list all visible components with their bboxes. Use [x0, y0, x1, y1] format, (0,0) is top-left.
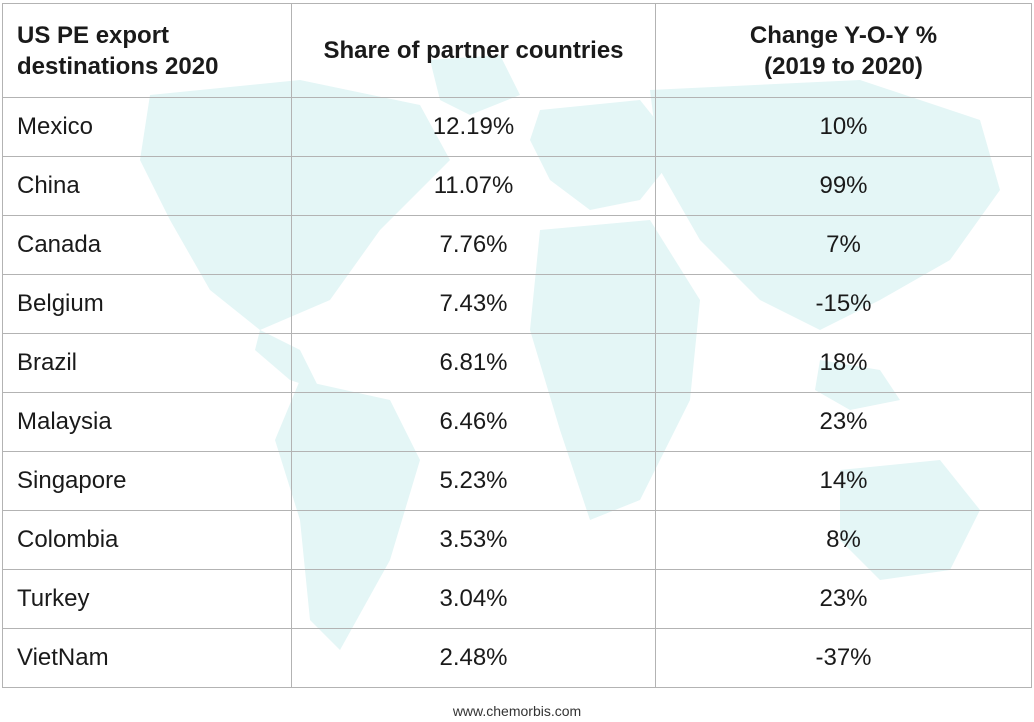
share-cell: 11.07%: [291, 156, 656, 216]
change-cell: -37%: [655, 628, 1032, 688]
table-header-row: US PE export destinations 2020 Share of …: [2, 3, 1032, 98]
column-header-share: Share of partner countries: [291, 3, 656, 98]
header-change-line-1: Change Y-O-Y %: [749, 21, 938, 49]
country-cell: Colombia: [2, 510, 292, 570]
table-row: Belgium 7.43% -15%: [2, 274, 1032, 334]
share-cell: 3.04%: [291, 569, 656, 629]
country-cell: Singapore: [2, 451, 292, 511]
column-header-destinations: US PE export destinations 2020: [2, 3, 292, 98]
country-cell: Mexico: [2, 97, 292, 157]
share-cell: 6.46%: [291, 392, 656, 452]
share-cell: 5.23%: [291, 451, 656, 511]
change-cell: 99%: [655, 156, 1032, 216]
header-destinations-line-2: destinations 2020: [17, 52, 219, 80]
table-row: Colombia 3.53% 8%: [2, 510, 1032, 570]
column-header-change: Change Y-O-Y % (2019 to 2020): [655, 3, 1032, 98]
table-row: Mexico 12.19% 10%: [2, 97, 1032, 157]
country-cell: China: [2, 156, 292, 216]
change-cell: 7%: [655, 215, 1032, 275]
country-cell: Canada: [2, 215, 292, 275]
table-row: Canada 7.76% 7%: [2, 215, 1032, 275]
country-cell: Brazil: [2, 333, 292, 393]
change-cell: 14%: [655, 451, 1032, 511]
change-cell: 18%: [655, 333, 1032, 393]
source-credit: www.chemorbis.com: [452, 703, 582, 719]
share-cell: 2.48%: [291, 628, 656, 688]
country-cell: Malaysia: [2, 392, 292, 452]
table-row: VietNam 2.48% -37%: [2, 628, 1032, 688]
share-cell: 3.53%: [291, 510, 656, 570]
table-row: Turkey 3.04% 23%: [2, 569, 1032, 629]
share-cell: 12.19%: [291, 97, 656, 157]
change-cell: 23%: [655, 392, 1032, 452]
change-cell: -15%: [655, 274, 1032, 334]
table-row: Brazil 6.81% 18%: [2, 333, 1032, 393]
share-cell: 6.81%: [291, 333, 656, 393]
country-cell: Belgium: [2, 274, 292, 334]
table-row: Malaysia 6.46% 23%: [2, 392, 1032, 452]
change-cell: 10%: [655, 97, 1032, 157]
header-destinations-line-1: US PE export: [17, 21, 170, 49]
change-cell: 8%: [655, 510, 1032, 570]
header-share-line-1: Share of partner countries: [323, 37, 624, 64]
country-cell: VietNam: [2, 628, 292, 688]
pe-export-table: US PE export destinations 2020 Share of …: [2, 3, 1032, 688]
change-cell: 23%: [655, 569, 1032, 629]
share-cell: 7.43%: [291, 274, 656, 334]
share-cell: 7.76%: [291, 215, 656, 275]
table-row: China 11.07% 99%: [2, 156, 1032, 216]
country-cell: Turkey: [2, 569, 292, 629]
header-change-line-2: (2019 to 2020): [764, 52, 923, 80]
table-row: Singapore 5.23% 14%: [2, 451, 1032, 511]
